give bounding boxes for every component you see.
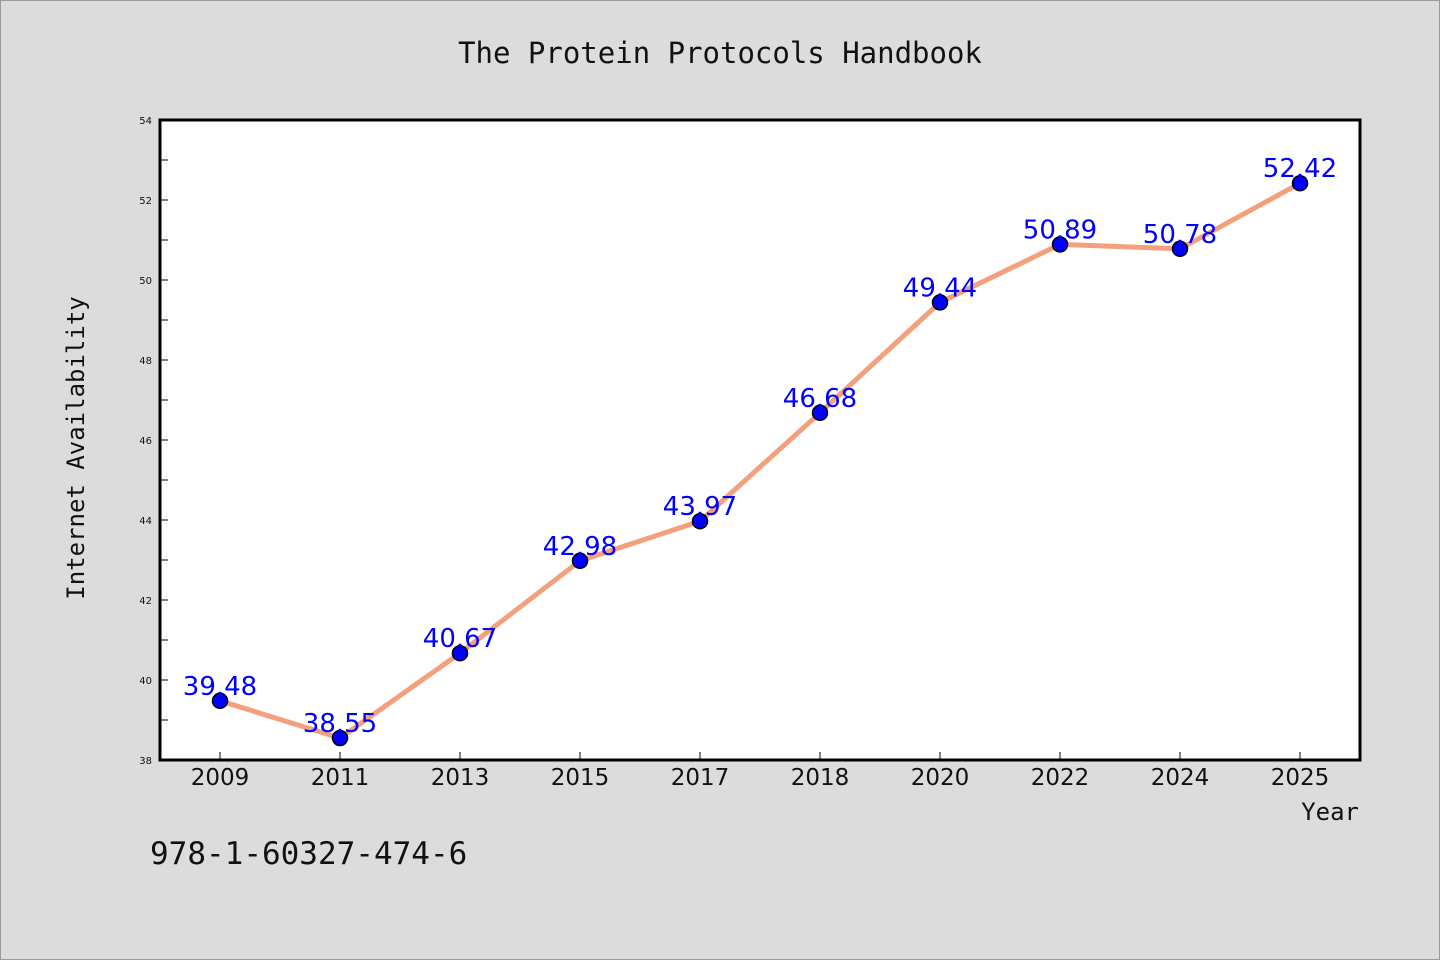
data-label: 46.68 — [783, 384, 857, 414]
x-axis-label: Year — [1301, 798, 1359, 826]
data-points — [211, 174, 1309, 747]
x-tick-label: 2009 — [191, 765, 250, 791]
data-label: 50.89 — [1023, 215, 1097, 245]
data-label: 49.44 — [903, 273, 977, 303]
data-label: 39.48 — [183, 672, 257, 702]
y-tick-label: 42 — [139, 596, 152, 607]
data-point — [211, 692, 229, 710]
data-point — [331, 729, 349, 747]
y-tick-label: 54 — [139, 116, 152, 127]
chart-title: The Protein Protocols Handbook — [458, 36, 982, 70]
y-tick-label: 44 — [139, 516, 152, 527]
x-tick-label: 2011 — [311, 765, 370, 791]
data-point — [691, 512, 709, 530]
data-point — [1291, 174, 1309, 192]
data-label: 38.55 — [303, 709, 377, 739]
data-point — [1051, 236, 1069, 253]
x-tick-label: 2015 — [551, 765, 610, 791]
y-tick-label: 38 — [139, 756, 152, 767]
x-tick-label: 2025 — [1271, 765, 1330, 791]
isbn-text: 978-1-60327-474-6 — [150, 836, 467, 872]
data-point — [571, 552, 589, 570]
plot-area — [158, 118, 1362, 762]
data-label: 52.42 — [1263, 154, 1337, 184]
data-label: 40.67 — [423, 624, 497, 654]
x-tick-label: 2017 — [671, 765, 730, 791]
x-tick-label: 2018 — [791, 765, 850, 791]
x-tick-label: 2022 — [1031, 765, 1090, 791]
data-label: 43.97 — [663, 492, 737, 522]
y-tick-label: 46 — [139, 436, 152, 447]
x-tick-label: 2020 — [911, 765, 970, 791]
x-axis: 2009 2011 2013 2015 2017 2018 2020 2022 2024 2025 — [191, 752, 1330, 791]
data-point — [1171, 240, 1189, 258]
x-tick-label: 2024 — [1151, 765, 1210, 791]
y-axis-label: Internet Availability — [62, 296, 90, 599]
data-label: 42.98 — [543, 532, 617, 562]
data-point — [451, 644, 469, 662]
y-tick-label: 50 — [139, 276, 152, 287]
y-axis: 38 40 42 44 46 48 50 52 54 — [139, 116, 168, 767]
series-line — [217, 180, 1303, 741]
data-labels: 39.48 38.55 40.67 42.98 43.97 46.68 49.44 50.89… — [183, 154, 1337, 739]
x-tick-label: 2013 — [431, 765, 490, 791]
data-label: 50.78 — [1143, 220, 1217, 250]
y-tick-label: 40 — [139, 676, 152, 687]
data-point — [931, 294, 949, 311]
data-point — [811, 404, 829, 422]
y-tick-label: 48 — [139, 356, 152, 367]
y-tick-label: 52 — [139, 196, 152, 207]
